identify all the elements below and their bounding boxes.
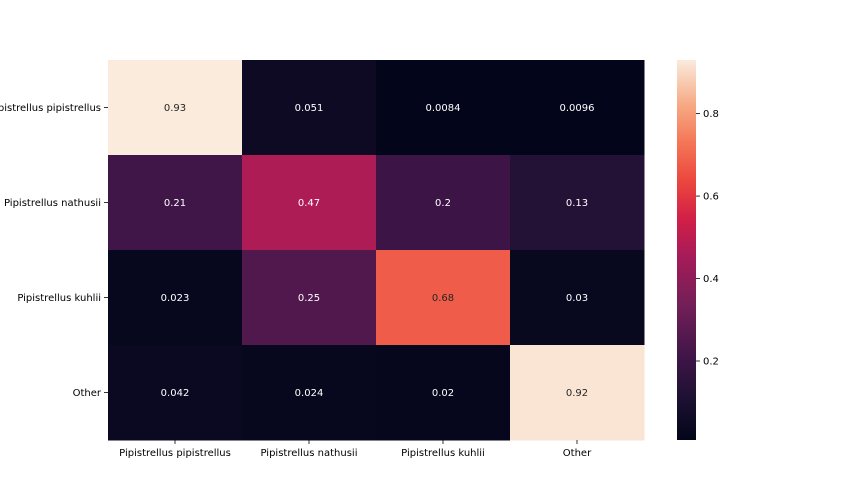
- heatmap-cell: [510, 155, 645, 251]
- x-tick-label: Pipistrellus kuhlii: [401, 448, 485, 459]
- heatmap-cell: [108, 250, 243, 346]
- heatmap-annotations: 0.93 0.051 0.0084 0.0096 0.21 0.47 0.2 0.13 0.02…: [161, 103, 595, 399]
- heatmap-cell: [376, 60, 511, 156]
- cell-annotation: 0.024: [295, 388, 324, 399]
- x-tick-label: Pipistrellus pipistrellus: [119, 448, 231, 459]
- heatmap-cell: [242, 60, 377, 156]
- heatmap-cell: [510, 345, 645, 441]
- cell-annotation: 0.13: [566, 198, 588, 209]
- heatmap-cell: [242, 250, 377, 346]
- colorbar-tick-label: 0.4: [703, 274, 719, 285]
- cell-annotation: 0.93: [164, 103, 186, 114]
- heatmap-cell: [510, 250, 645, 346]
- cell-annotation: 0.03: [566, 293, 588, 304]
- heatmap-cell: [510, 60, 645, 156]
- cell-annotation: 0.68: [432, 293, 454, 304]
- heatmap-cell: [242, 155, 377, 251]
- heatmap-cell: [376, 250, 511, 346]
- y-tick-label: Pipistrellus nathusii: [4, 198, 101, 209]
- colorbar-tick-label: 0.8: [703, 109, 719, 120]
- cell-annotation: 0.0096: [560, 103, 595, 114]
- cell-annotation: 0.47: [298, 198, 320, 209]
- y-axis-ticks: Pipistrellus pipistrellus Pipistrellus na…: [0, 103, 108, 399]
- cell-annotation: 0.0084: [426, 103, 461, 114]
- cell-annotation: 0.02: [432, 388, 454, 399]
- cell-annotation: 0.21: [164, 198, 186, 209]
- heatmap-cells: [108, 60, 645, 441]
- heatmap-cell: [108, 155, 243, 251]
- cell-annotation: 0.042: [161, 388, 190, 399]
- cell-annotation: 0.92: [566, 388, 588, 399]
- colorbar-ticks: 0.2 0.4 0.6 0.8: [696, 109, 719, 367]
- heatmap-cell: [108, 60, 243, 156]
- y-tick-label: Pipistrellus kuhlii: [17, 293, 101, 304]
- x-axis-ticks: Pipistrellus pipistrellus Pipistrellus na…: [119, 440, 592, 459]
- colorbar-tick-label: 0.2: [703, 356, 719, 367]
- y-tick-label: Other: [73, 388, 102, 399]
- heatmap-cell: [376, 345, 511, 441]
- heatmap-cell: [242, 345, 377, 441]
- x-tick-label: Other: [563, 448, 592, 459]
- colorbar-tick-label: 0.6: [703, 192, 719, 203]
- x-tick-label: Pipistrellus nathusii: [260, 448, 357, 459]
- cell-annotation: 0.25: [298, 293, 320, 304]
- colorbar: [677, 60, 696, 440]
- heatmap-cell: [376, 155, 511, 251]
- y-tick-label: Pipistrellus pipistrellus: [0, 103, 101, 114]
- cell-annotation: 0.2: [435, 198, 451, 209]
- cell-annotation: 0.051: [295, 103, 324, 114]
- cell-annotation: 0.023: [161, 293, 190, 304]
- heatmap-cell: [108, 345, 243, 441]
